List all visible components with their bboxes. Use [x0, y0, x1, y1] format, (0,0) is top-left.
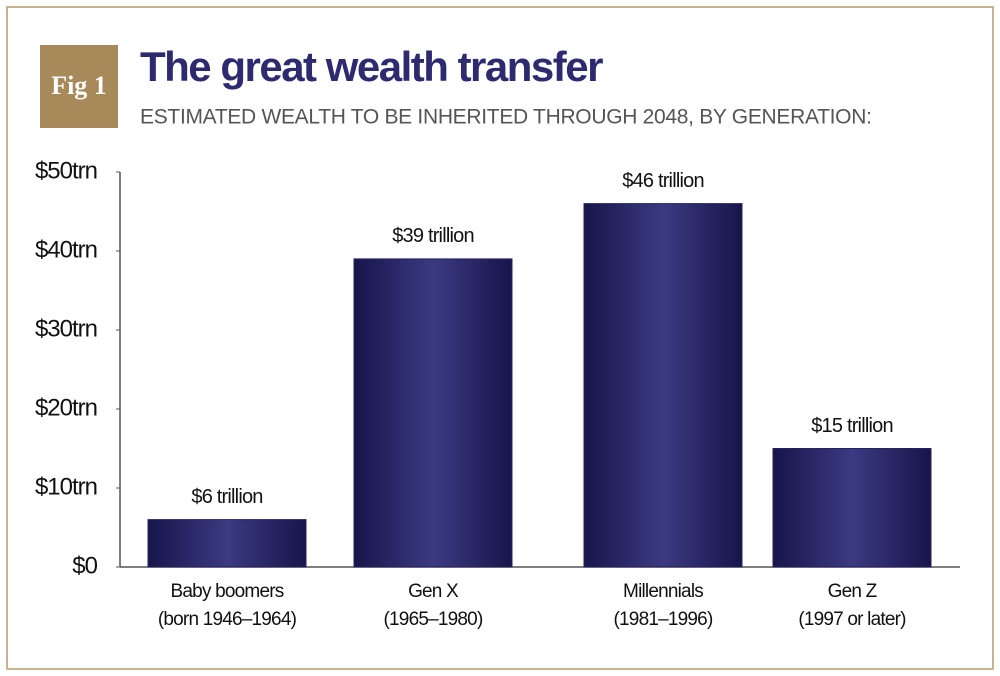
x-tick-label: (1965–1980)	[384, 609, 483, 630]
y-tick-label: $10trn	[35, 473, 97, 500]
x-tick-label: Gen X	[408, 581, 459, 602]
value-label: $39 trillion	[392, 225, 474, 247]
chart-title: The great wealth transfer	[140, 43, 603, 90]
y-tick-label: $50trn	[35, 157, 97, 184]
x-tick-label: Millennials	[623, 581, 703, 602]
x-tick-label: Baby boomers	[171, 581, 284, 602]
y-tick-label: $0	[72, 552, 97, 579]
bar	[147, 519, 307, 568]
y-tick-label: $40trn	[35, 236, 97, 263]
chart-subtitle: ESTIMATED WEALTH TO BE INHERITED THROUGH…	[140, 106, 872, 129]
value-label: $15 trillion	[811, 415, 893, 437]
x-tick-label: (1997 or later)	[798, 609, 906, 630]
badge-box	[40, 45, 118, 128]
y-tick-label: $30trn	[35, 315, 97, 342]
bar	[583, 203, 743, 568]
value-label: $6 trillion	[191, 486, 262, 508]
badge: Fig 1	[51, 71, 107, 100]
bar	[772, 448, 932, 568]
y-tick-label: $20trn	[35, 394, 97, 421]
x-tick-label: (born 1946–1964)	[158, 609, 297, 630]
value-label: $46 trillion	[622, 170, 704, 192]
x-tick-label: (1981–1996)	[614, 609, 713, 630]
bar	[353, 258, 513, 568]
x-tick-label: Gen Z	[828, 581, 878, 602]
